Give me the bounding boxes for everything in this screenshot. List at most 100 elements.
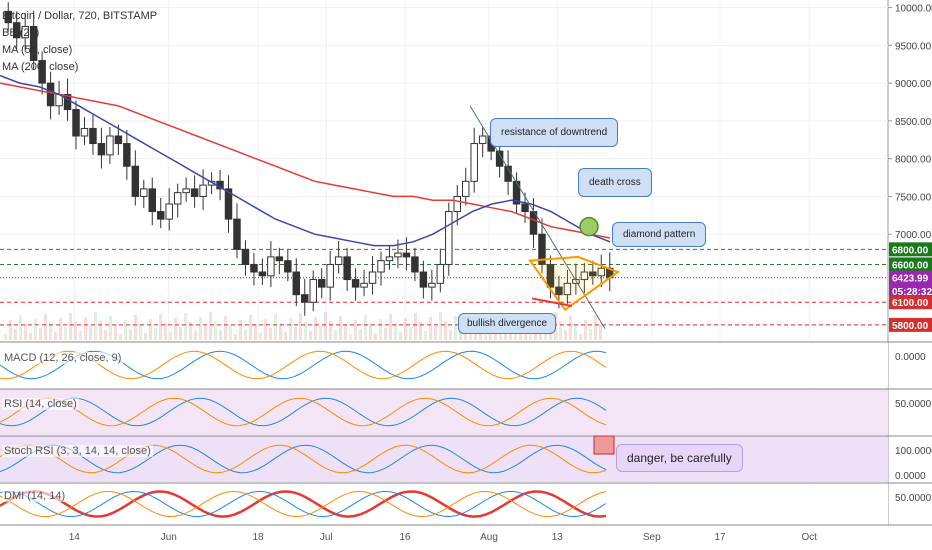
candle-body: [521, 203, 529, 213]
volume-bar: [329, 321, 332, 340]
volume-bar: [224, 316, 227, 340]
volume-bar: [4, 334, 7, 340]
candle-body: [21, 25, 29, 39]
time-tick-label: 18: [252, 532, 264, 543]
candle-body: [80, 127, 89, 137]
candle-body: [46, 82, 55, 107]
resistance-callout: resistance of downtrend: [490, 118, 619, 147]
volume-bar: [434, 326, 437, 340]
volume-bar: [129, 329, 132, 340]
volume-bar: [384, 328, 387, 340]
volume-bar: [359, 329, 362, 340]
price-badge-label: 6600.00: [892, 260, 929, 271]
candle-body: [512, 180, 521, 205]
candle-body: [428, 282, 436, 288]
volume-bar: [19, 315, 22, 340]
bullish-callout: bullish divergence: [458, 313, 557, 334]
volume-bar: [419, 322, 422, 340]
price-tick-label: 7000.00: [895, 230, 932, 241]
candle-body: [267, 256, 275, 277]
panel-tick-label: 0.0000: [895, 352, 926, 363]
price-badge: [889, 283, 932, 298]
volume-bar: [39, 328, 42, 340]
candle-body: [546, 263, 555, 288]
price-tick-label: 9500.00: [895, 41, 932, 52]
death-cross-callout: death cross: [578, 168, 652, 197]
volume-bar: [499, 328, 502, 340]
candle-body: [106, 135, 114, 156]
candlesticks: [4, 2, 614, 316]
volume-bar: [149, 319, 152, 340]
volume-bar: [414, 313, 417, 340]
moving-averages: [0, 74, 611, 247]
time-tick-label: Jul: [320, 532, 333, 543]
volume-bar: [399, 332, 402, 340]
volume-bar: [164, 323, 167, 340]
ma200-label: MA (200, close): [2, 61, 79, 73]
indicator-line: [0, 444, 607, 474]
candle-body: [326, 263, 334, 288]
volume-bar: [444, 321, 447, 340]
volume-bar: [569, 316, 572, 340]
volume-bar: [79, 331, 82, 340]
price-badge: [889, 242, 932, 257]
candle-body: [360, 282, 368, 288]
volume-bar: [9, 320, 12, 340]
candle-body: [436, 263, 445, 284]
price-badge: [889, 257, 932, 272]
price-badge-label: 6800.00: [892, 245, 929, 256]
volume-bar: [389, 314, 392, 340]
price-badge-label: 05:28:32: [892, 287, 932, 298]
volume-bar: [294, 327, 297, 340]
rsi-title: RSI (14, close): [2, 398, 79, 410]
volume-bar: [184, 313, 187, 340]
volume-bar: [169, 332, 172, 340]
volume-bar: [29, 333, 32, 340]
volume-bar: [319, 326, 322, 340]
candle-body: [563, 282, 572, 296]
bb-label: BB (20): [2, 27, 40, 39]
candle-body: [190, 188, 199, 197]
volume-bar: [574, 325, 577, 340]
volume-bar: [274, 314, 277, 340]
indicator-line: [0, 350, 607, 380]
volume-bar: [264, 319, 267, 340]
volume-bar: [139, 324, 142, 340]
volume-bar: [599, 324, 602, 340]
candle-body: [224, 188, 233, 220]
candle-body: [38, 59, 46, 84]
time-tick-label: Jun: [161, 532, 177, 543]
volume-bar: [369, 324, 372, 340]
indicator-panels: 0.0000 50.0000 100.0000 50.0000 0.0000: [0, 341, 932, 526]
candle-body: [182, 188, 190, 194]
indicator-line: [0, 397, 607, 427]
volume-bar: [54, 332, 57, 340]
panel-tick-label: 50.0000: [895, 493, 932, 504]
volume-bar: [314, 317, 317, 340]
ma200-line: [0, 82, 611, 239]
candle-body: [368, 271, 377, 284]
price-tick-label: 8500.00: [895, 117, 932, 128]
candle-body: [97, 143, 106, 156]
volume-bar: [304, 322, 307, 340]
time-tick-label: 16: [399, 532, 411, 543]
indicator-line: [0, 490, 607, 518]
candle-body: [284, 260, 292, 273]
volume-bar: [174, 318, 177, 340]
volume-bar: [324, 312, 327, 340]
price-tick-label: 7500.00: [895, 192, 932, 203]
candle-body: [89, 127, 97, 145]
candle-body: [453, 195, 461, 213]
volume-bar: [339, 316, 342, 340]
volume-bar: [429, 317, 432, 340]
time-tick-label: Sep: [643, 532, 661, 543]
volume-bar: [154, 328, 157, 340]
volume-bar: [594, 315, 597, 340]
price-axis: 10000.00 9500.00 9000.00 8500.00 8000.00 7500…: [888, 4, 932, 332]
danger-callout: danger, be carefully: [616, 444, 743, 472]
candle-body: [478, 135, 487, 145]
price-tick-label: 9000.00: [895, 79, 932, 90]
candle-body: [258, 271, 267, 277]
volume-bar: [464, 334, 467, 340]
